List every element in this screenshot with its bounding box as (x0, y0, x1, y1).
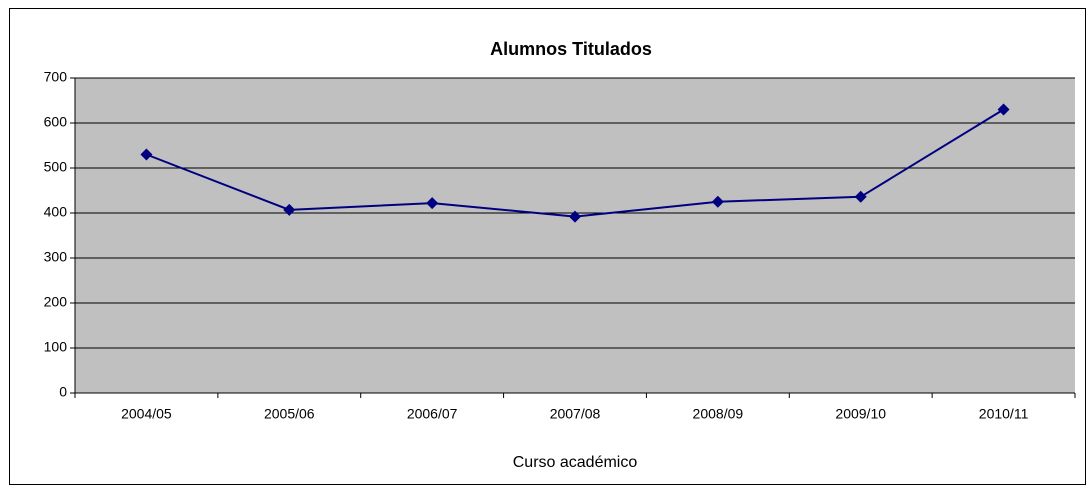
y-tick-label: 0 (59, 384, 67, 400)
x-axis-title: Curso académico (513, 454, 638, 471)
x-tick-label: 2007/08 (550, 406, 601, 422)
marker (997, 103, 1010, 116)
marker (283, 203, 296, 216)
marker (426, 197, 439, 210)
marker (854, 190, 867, 203)
y-tick-label: 700 (44, 69, 68, 85)
x-tick-label: 2009/10 (835, 406, 886, 422)
y-tick-label: 100 (44, 339, 68, 355)
y-tick-label: 300 (44, 249, 68, 265)
y-tick-label: 200 (44, 294, 68, 310)
y-tick-label: 600 (44, 114, 68, 130)
marker (569, 210, 581, 223)
x-tick-label: 2008/09 (693, 406, 744, 422)
plot-area (75, 78, 1075, 393)
x-tick-label: 2004/05 (121, 406, 172, 422)
marker (711, 195, 724, 208)
marker (140, 148, 153, 161)
y-tick-label: 500 (44, 159, 68, 175)
y-tick-label: 400 (44, 204, 68, 220)
chart-title: Alumnos Titulados (490, 39, 652, 59)
x-tick-label: 2005/06 (264, 406, 315, 422)
x-tick-label: 2010/11 (979, 406, 1029, 422)
x-tick-label: 2006/07 (407, 406, 458, 422)
